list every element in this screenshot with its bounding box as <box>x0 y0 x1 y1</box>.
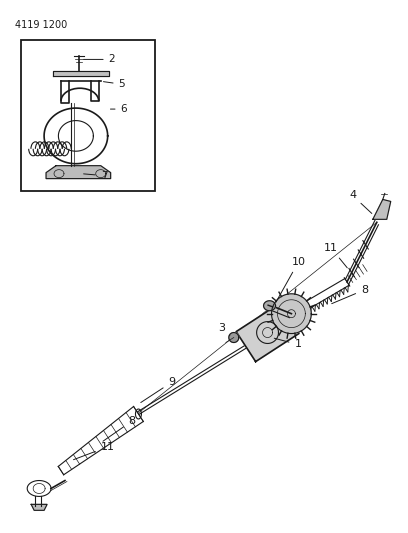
Text: 6: 6 <box>111 104 127 114</box>
Text: 4: 4 <box>349 190 372 213</box>
Text: 8: 8 <box>332 285 368 304</box>
Polygon shape <box>31 504 47 510</box>
Text: 1: 1 <box>274 338 302 350</box>
Polygon shape <box>46 166 111 179</box>
Text: 5: 5 <box>104 79 125 89</box>
Polygon shape <box>229 333 239 343</box>
Text: 3: 3 <box>218 322 230 336</box>
Text: 10: 10 <box>276 257 306 302</box>
Text: 4119 1200: 4119 1200 <box>15 20 68 30</box>
Polygon shape <box>272 294 311 334</box>
Polygon shape <box>264 301 275 311</box>
Text: 8: 8 <box>103 416 135 441</box>
Polygon shape <box>53 71 109 76</box>
Text: 11: 11 <box>73 442 115 459</box>
Polygon shape <box>373 199 391 219</box>
Text: 9: 9 <box>141 377 175 402</box>
Polygon shape <box>236 303 299 361</box>
Text: 11: 11 <box>324 243 347 268</box>
Bar <box>21 39 155 190</box>
Text: 7: 7 <box>84 171 107 181</box>
Text: 2: 2 <box>84 54 115 64</box>
